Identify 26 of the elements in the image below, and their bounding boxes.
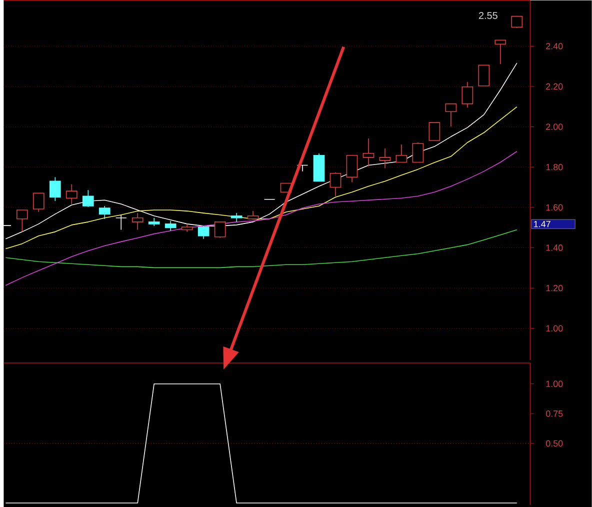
y-tick-label: 1.40	[546, 244, 563, 251]
y-tick-label: 1.00	[546, 325, 563, 332]
candlestick	[148, 217, 160, 226]
annotation: 2.55	[478, 12, 498, 19]
y-tick-label: 1.00	[546, 380, 563, 387]
candlestick	[115, 214, 127, 230]
candlestick	[98, 206, 110, 220]
candlestick	[230, 212, 242, 222]
y-tick-label: 1.80	[546, 164, 563, 170]
y-tick-label: 2.00	[546, 124, 563, 130]
y-tick-label: 2.20	[546, 83, 563, 90]
candlestick	[82, 190, 94, 208]
candlestick	[181, 224, 193, 232]
text: 1.47	[534, 220, 550, 228]
candlestick	[66, 184, 78, 204]
line-series	[5, 62, 518, 240]
candlestick	[379, 148, 391, 169]
candlestick	[462, 81, 474, 108]
candlestick	[362, 138, 374, 167]
y-tick-label: 0.50	[546, 440, 563, 447]
y-tick-label: 1.20	[546, 284, 563, 292]
candlestick	[164, 220, 176, 232]
y-tick-label: 0.75	[546, 410, 563, 417]
y-tick-label: 2.40	[546, 42, 563, 50]
y-tick-label: 1.60	[546, 204, 563, 211]
candlestick	[132, 212, 144, 230]
